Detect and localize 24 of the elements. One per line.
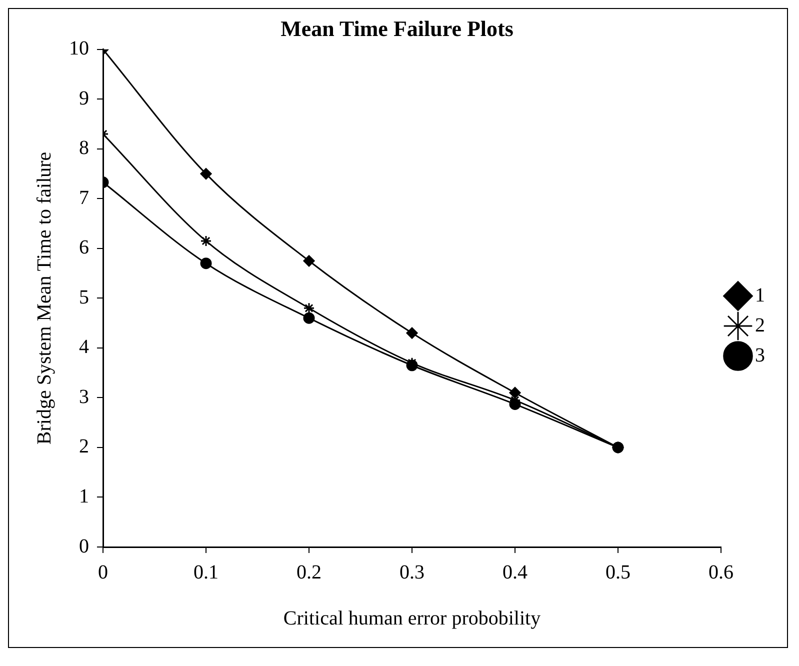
y-tick-label: 1: [79, 485, 89, 508]
x-tick-label: 0.5: [606, 561, 630, 584]
x-tick-label: 0.6: [708, 561, 734, 584]
y-tick-label: 3: [79, 386, 89, 408]
y-tick-label: 0: [79, 535, 89, 558]
legend-label: 1: [755, 284, 765, 306]
legend-label: 2: [755, 314, 765, 336]
x-tick-label: 0.2: [296, 561, 322, 584]
x-tick-label: 0.4: [502, 561, 528, 584]
x-tick-label: 0.3: [400, 561, 424, 584]
chart-title: Mean Time Failure Plots: [280, 16, 514, 41]
x-axis-title: Critical human error probobility: [283, 607, 541, 630]
y-tick-label: 8: [79, 137, 89, 160]
y-axis-title: Bridge System Mean Time to failure: [33, 152, 56, 445]
y-tick-label: 9: [79, 87, 89, 110]
y-tick-label: 2: [79, 436, 89, 458]
legend-label: 3: [755, 344, 765, 366]
y-tick-label: 4: [79, 336, 89, 358]
y-tick-label: 6: [79, 236, 89, 259]
y-tick-label: 10: [69, 38, 89, 60]
y-tick-label: 7: [79, 186, 89, 209]
x-tick-label: 0: [98, 561, 108, 584]
x-tick-label: 0.1: [194, 561, 218, 584]
y-tick-label: 5: [79, 286, 89, 308]
